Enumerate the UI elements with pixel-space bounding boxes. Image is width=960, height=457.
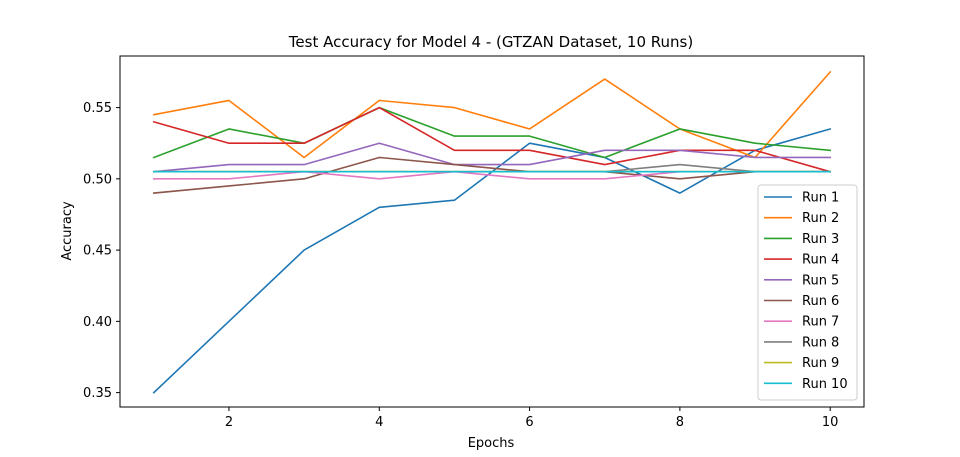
y-axis-label: Accuracy — [60, 201, 75, 261]
y-tick-label: 0.50 — [83, 172, 112, 187]
x-tick-label: 4 — [375, 415, 383, 430]
legend-label-run-2: Run 2 — [802, 211, 839, 226]
series-line-run-6 — [152, 156, 831, 194]
y-tick-label: 0.45 — [83, 244, 112, 259]
chart-title: Test Accuracy for Model 4 - (GTZAN Datas… — [288, 33, 693, 51]
x-axis-label: Epochs — [468, 436, 515, 451]
x-tick-label: 10 — [822, 415, 839, 430]
series-line-run-4 — [152, 106, 832, 173]
legend-label-run-9: Run 9 — [802, 356, 839, 371]
x-tick-label: 6 — [525, 415, 533, 430]
legend-label-run-1: Run 1 — [802, 191, 839, 206]
series-line-run-3 — [152, 106, 832, 159]
plot-frame — [119, 55, 865, 408]
x-tick-label: 2 — [225, 415, 233, 430]
legend-label-run-6: Run 6 — [802, 294, 839, 309]
legend-label-run-5: Run 5 — [802, 273, 839, 288]
series-line-run-7 — [153, 170, 831, 180]
y-tick-label: 0.35 — [83, 386, 112, 401]
legend-label-run-4: Run 4 — [802, 253, 839, 268]
legend-label-run-10: Run 10 — [802, 377, 848, 392]
plot-area: 2 4 6 8 10 0.35 0.40 0.45 0.50 0.55 Run 1 Run 2 Run … — [83, 55, 865, 430]
series-line-run-2 — [152, 70, 832, 159]
legend-label-run-7: Run 7 — [802, 315, 839, 330]
legend-label-run-8: Run 8 — [802, 335, 839, 350]
x-tick-label: 8 — [676, 415, 684, 430]
y-tick-label: 0.55 — [83, 101, 112, 116]
legend-label-run-3: Run 3 — [802, 232, 839, 247]
y-tick-label: 0.40 — [83, 315, 112, 330]
series-line-run-5 — [152, 142, 831, 173]
